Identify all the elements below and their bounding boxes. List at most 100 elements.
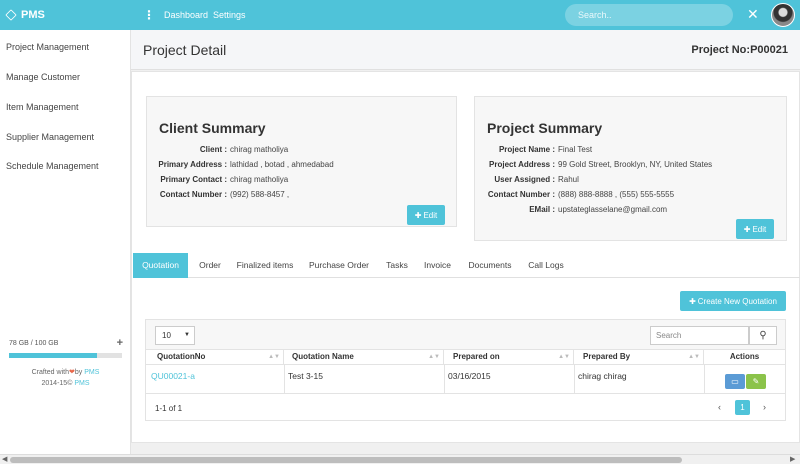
- field-value: upstateglasselane@gmail.com: [558, 205, 668, 214]
- client-field-contact: Primary Contact : chirag matholiya: [147, 175, 288, 184]
- field-value: Final Test: [558, 145, 593, 154]
- brand[interactable]: PMS: [5, 0, 45, 30]
- field-label: Project Name :: [498, 145, 555, 154]
- next-page-button[interactable]: ›: [757, 400, 772, 415]
- crafted-prefix: Crafted with: [31, 369, 69, 376]
- plus-icon: ✚: [414, 210, 422, 220]
- quotation-table-panel: 10 ▼ Search ⚲ QuotationNo ▲▼ Quotation Na…: [145, 319, 786, 421]
- sidebar-item-item-management[interactable]: Item Management: [6, 102, 79, 112]
- chevron-left-icon: ‹: [718, 402, 721, 412]
- project-summary-title: Project Summary: [487, 120, 603, 136]
- prepared-on-cell: 03/16/2015: [448, 371, 491, 381]
- field-value: (992) 588-8457 ,: [230, 190, 290, 199]
- brand-name: PMS: [21, 9, 45, 21]
- crafted-credit: Crafted with❤by PMS: [0, 368, 131, 376]
- page-1-button[interactable]: 1: [735, 400, 750, 415]
- sidebar-item-project-management[interactable]: Project Management: [6, 42, 90, 52]
- copyright: 2014-15© PMS: [0, 380, 131, 387]
- client-summary-card: Client Summary Client : chirag matholiya…: [146, 96, 457, 227]
- prev-page-button[interactable]: ‹: [712, 400, 727, 415]
- scroll-left-icon[interactable]: ◀: [2, 456, 8, 463]
- field-label: EMail :: [529, 205, 555, 214]
- page-title: Project Detail: [143, 42, 227, 58]
- column-header-label: Quotation Name: [292, 352, 354, 361]
- chevron-right-icon: ›: [763, 402, 766, 412]
- table-toolbar: 10 ▼ Search ⚲: [146, 320, 785, 350]
- project-edit-label: Edit: [752, 224, 767, 234]
- project-field-user: User Assigned : Rahul: [475, 175, 579, 184]
- nav-dashboard[interactable]: Dashboard: [164, 10, 209, 20]
- column-header-quotation-name[interactable]: Quotation Name ▲▼: [284, 350, 444, 364]
- storage-bar: [9, 353, 122, 358]
- client-field-client: Client : chirag matholiya: [147, 145, 288, 154]
- tab-invoice[interactable]: Invoice: [424, 260, 451, 270]
- table-search-input[interactable]: Search: [650, 326, 749, 345]
- plus-icon[interactable]: +: [116, 337, 123, 349]
- column-header-prepared-by[interactable]: Prepared By ▲▼: [574, 350, 704, 364]
- storage-label: 78 GB / 100 GB: [9, 340, 59, 347]
- nav-settings[interactable]: Settings: [213, 10, 246, 20]
- sort-icon: ▲▼: [268, 354, 280, 360]
- horizontal-scrollbar[interactable]: ◀ ▶: [0, 454, 800, 464]
- crafted-by: by: [74, 369, 83, 376]
- main-content: Client Summary Client : chirag matholiya…: [131, 71, 800, 443]
- project-field-address: Project Address : 99 Gold Street, Brookl…: [475, 160, 712, 169]
- search-button[interactable]: ⚲: [749, 326, 777, 345]
- field-value: chirag matholiya: [230, 175, 289, 184]
- record-count: 1-1 of 1: [155, 404, 183, 413]
- client-edit-button[interactable]: ✚ Edit: [407, 205, 445, 225]
- header-divider: [146, 364, 785, 365]
- page-size-value: 10: [162, 331, 171, 340]
- scroll-right-icon[interactable]: ▶: [790, 456, 796, 463]
- field-label: Client :: [199, 145, 227, 154]
- tab-tasks[interactable]: Tasks: [386, 260, 408, 270]
- field-label: Primary Address :: [158, 160, 227, 169]
- project-summary-card: Project Summary Project Name : Final Tes…: [474, 96, 787, 241]
- top-search-input[interactable]: Search..: [565, 4, 733, 26]
- client-field-number: Contact Number : (992) 588-8457 ,: [147, 190, 289, 199]
- tab-documents[interactable]: Documents: [468, 260, 512, 270]
- edit-quotation-button[interactable]: ✎: [746, 374, 766, 389]
- column-header-prepared-on[interactable]: Prepared on ▲▼: [444, 350, 574, 364]
- view-quotation-button[interactable]: ▭: [725, 374, 745, 389]
- close-icon[interactable]: ✕: [747, 6, 759, 22]
- scrollbar-thumb[interactable]: [10, 457, 682, 463]
- tab-quotation[interactable]: Quotation: [133, 253, 188, 278]
- sort-icon: ▲▼: [558, 354, 570, 360]
- tab-order[interactable]: Order: [199, 260, 221, 270]
- tab-call-logs[interactable]: Call Logs: [528, 260, 564, 270]
- column-header-quotationno[interactable]: QuotationNo ▲▼: [146, 350, 284, 364]
- menu-toggle-icon[interactable]: ⋮: [143, 8, 155, 22]
- sidebar-item-supplier-management[interactable]: Supplier Management: [6, 132, 95, 142]
- plus-icon: ✚: [689, 296, 696, 306]
- crafted-brand-link[interactable]: PMS: [84, 369, 100, 376]
- sidebar-item-schedule-management[interactable]: Schedule Management: [6, 161, 99, 171]
- copyright-brand-link[interactable]: PMS: [74, 380, 90, 387]
- folder-open-icon: ▭: [731, 377, 739, 386]
- project-field-name: Project Name : Final Test: [475, 145, 592, 154]
- client-field-address: Primary Address : lathidad , botad , ahm…: [147, 160, 333, 169]
- project-edit-button[interactable]: ✚ Edit: [736, 219, 774, 239]
- column-divider: [284, 364, 285, 393]
- tab-finalized-items[interactable]: Finalized items: [236, 260, 294, 270]
- field-value: 99 Gold Street, Brooklyn, NY, United Sta…: [558, 160, 713, 169]
- project-field-number: Contact Number : (888) 888-8888 , (555) …: [475, 190, 674, 199]
- page-size-select[interactable]: 10 ▼: [155, 326, 195, 345]
- quotation-name-cell: Test 3-15: [288, 371, 323, 381]
- field-label: Project Address :: [489, 160, 555, 169]
- column-divider: [574, 364, 575, 393]
- search-icon: ⚲: [759, 330, 767, 341]
- column-header-actions: Actions: [729, 352, 760, 361]
- client-summary-title: Client Summary: [159, 120, 266, 136]
- quotation-no-link[interactable]: QU00021-a: [151, 371, 195, 381]
- create-new-quotation-button[interactable]: ✚ Create New Quotation: [680, 291, 786, 311]
- sidebar-item-manage-customer[interactable]: Manage Customer: [6, 72, 81, 82]
- tab-purchase-order[interactable]: Purchase Order: [309, 260, 369, 270]
- page-header: Project Detail Project No:P00021: [131, 30, 800, 70]
- storage-bar-fill: [9, 353, 98, 358]
- field-label: User Assigned :: [494, 175, 555, 184]
- avatar[interactable]: [771, 3, 795, 27]
- column-divider: [704, 364, 705, 393]
- copyright-prefix: 2014-15©: [41, 380, 73, 387]
- column-header-label: Prepared on: [453, 352, 500, 361]
